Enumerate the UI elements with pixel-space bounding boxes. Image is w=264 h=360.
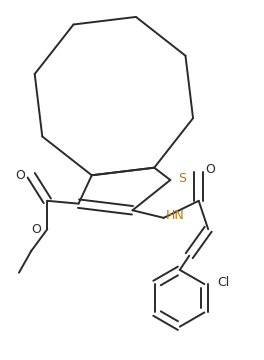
Text: O: O	[205, 163, 215, 176]
Text: O: O	[31, 223, 41, 236]
Text: O: O	[15, 169, 25, 182]
Text: HN: HN	[166, 210, 184, 222]
Text: S: S	[178, 172, 186, 185]
Text: Cl: Cl	[218, 276, 230, 289]
